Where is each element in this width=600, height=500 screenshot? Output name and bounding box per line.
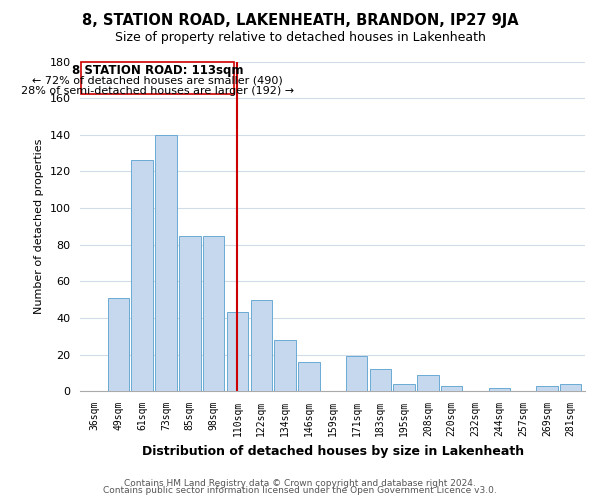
Bar — [251, 300, 272, 391]
Text: 8, STATION ROAD, LAKENHEATH, BRANDON, IP27 9JA: 8, STATION ROAD, LAKENHEATH, BRANDON, IP… — [82, 12, 518, 28]
Text: 28% of semi-detached houses are larger (192) →: 28% of semi-detached houses are larger (… — [21, 86, 294, 96]
Bar — [274, 340, 296, 391]
Bar — [203, 236, 224, 391]
Bar — [441, 386, 463, 391]
X-axis label: Distribution of detached houses by size in Lakenheath: Distribution of detached houses by size … — [142, 444, 524, 458]
Text: Size of property relative to detached houses in Lakenheath: Size of property relative to detached ho… — [115, 31, 485, 44]
Bar — [536, 386, 557, 391]
Text: 8 STATION ROAD: 113sqm: 8 STATION ROAD: 113sqm — [72, 64, 244, 77]
Bar — [179, 236, 200, 391]
Bar — [107, 298, 129, 391]
Bar — [227, 312, 248, 391]
Bar — [131, 160, 153, 391]
Text: Contains HM Land Registry data © Crown copyright and database right 2024.: Contains HM Land Registry data © Crown c… — [124, 478, 476, 488]
Bar — [394, 384, 415, 391]
Bar — [298, 362, 320, 391]
Bar — [488, 388, 510, 391]
Bar — [560, 384, 581, 391]
FancyBboxPatch shape — [82, 62, 234, 94]
Y-axis label: Number of detached properties: Number of detached properties — [34, 138, 44, 314]
Text: ← 72% of detached houses are smaller (490): ← 72% of detached houses are smaller (49… — [32, 75, 283, 85]
Bar — [155, 135, 176, 391]
Bar — [370, 369, 391, 391]
Bar — [417, 374, 439, 391]
Text: Contains public sector information licensed under the Open Government Licence v3: Contains public sector information licen… — [103, 486, 497, 495]
Bar — [346, 356, 367, 391]
